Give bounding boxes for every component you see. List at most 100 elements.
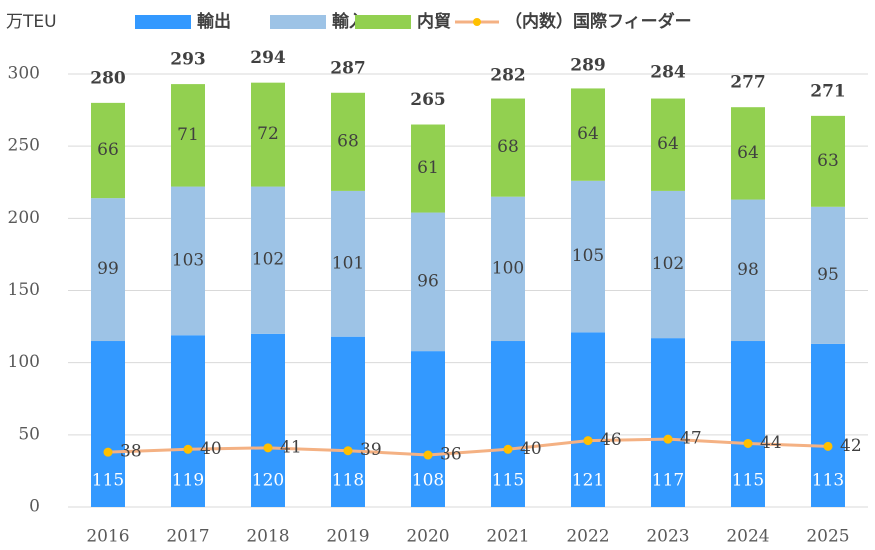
data-label: 95 — [817, 265, 839, 285]
bar-segment — [411, 351, 445, 507]
x-tick-label: 2025 — [806, 527, 849, 547]
data-label: 41 — [280, 437, 302, 457]
bar-segment — [571, 88, 605, 181]
line-marker — [743, 438, 753, 448]
data-label: 96 — [417, 271, 439, 291]
line-marker — [583, 436, 593, 446]
data-label: 64 — [737, 143, 759, 163]
data-label: 72 — [257, 124, 279, 144]
bar-segment — [651, 190, 685, 339]
line-marker — [663, 434, 673, 444]
bar-segment — [171, 186, 205, 336]
data-label: 119 — [172, 471, 204, 491]
line-marker — [503, 444, 513, 454]
line-series — [107, 437, 829, 457]
legend-swatch — [135, 15, 191, 29]
data-label: 99 — [97, 259, 119, 279]
data-label: 63 — [817, 151, 839, 171]
x-tick-label: 2023 — [646, 527, 689, 547]
total-label: 294 — [250, 48, 286, 68]
bar-segment — [811, 343, 845, 507]
x-tick-label: 2020 — [406, 527, 449, 547]
data-label: 68 — [337, 131, 359, 151]
total-label: 271 — [810, 81, 846, 101]
x-tick-label: 2018 — [246, 527, 289, 547]
total-label: 289 — [570, 55, 606, 75]
data-label: 42 — [840, 436, 862, 456]
data-label: 115 — [492, 471, 524, 491]
y-tick-label: 300 — [8, 64, 40, 84]
line-marker — [103, 447, 113, 457]
data-label: 102 — [652, 254, 684, 274]
legend-marker — [473, 18, 481, 26]
legend-label: 内貿 — [417, 11, 451, 32]
total-label: 277 — [730, 73, 766, 93]
data-label: 121 — [572, 471, 604, 491]
bar-segment — [251, 186, 285, 334]
data-label: 44 — [760, 433, 782, 453]
data-label: 98 — [737, 260, 759, 280]
bar-segment — [571, 180, 605, 333]
bar-segment — [411, 124, 445, 213]
x-tick-label: 2017 — [166, 527, 209, 547]
data-label: 101 — [332, 253, 364, 273]
data-label: 38 — [120, 442, 142, 462]
line-marker — [183, 444, 193, 454]
y-tick-label: 50 — [18, 424, 40, 444]
y-tick-label: 250 — [8, 136, 40, 156]
data-label: 36 — [440, 445, 462, 465]
bar-segment — [331, 92, 365, 191]
line-marker — [263, 443, 273, 453]
data-label: 108 — [412, 471, 444, 491]
bar-segment — [171, 84, 205, 187]
data-label: 64 — [657, 134, 679, 154]
bar-segment — [91, 341, 125, 507]
y-tick-label: 200 — [8, 208, 40, 228]
bar-segment — [331, 336, 365, 507]
line-marker — [823, 441, 833, 451]
x-tick-label: 2022 — [566, 527, 609, 547]
bar-segment — [651, 98, 685, 191]
data-label: 102 — [252, 250, 284, 270]
bar-segment — [251, 333, 285, 507]
data-label: 103 — [172, 250, 204, 270]
bar-segment — [491, 196, 525, 342]
bar-segment — [811, 206, 845, 344]
data-label: 68 — [497, 137, 519, 157]
legend-label: 輸出 — [197, 11, 231, 32]
data-label: 40 — [200, 439, 222, 459]
bar-segment — [251, 82, 285, 187]
y-tick-label: 150 — [8, 280, 40, 300]
bar-segment — [171, 335, 205, 507]
bar-segment — [811, 115, 845, 207]
bar-segment — [651, 338, 685, 507]
data-label: 39 — [360, 440, 382, 460]
line-marker — [343, 446, 353, 456]
data-label: 66 — [97, 140, 119, 160]
bar-segment — [91, 102, 125, 199]
data-label: 105 — [572, 246, 604, 266]
data-label: 40 — [520, 439, 542, 459]
total-label: 287 — [330, 58, 366, 78]
bar-segment — [491, 341, 525, 507]
data-label: 46 — [600, 430, 622, 450]
x-tick-label: 2016 — [86, 527, 129, 547]
data-label: 71 — [177, 125, 199, 145]
data-label: 61 — [417, 158, 439, 178]
x-tick-label: 2019 — [326, 527, 369, 547]
total-label: 293 — [170, 50, 206, 70]
bar-segment — [491, 98, 525, 197]
y-tick-label: 0 — [29, 497, 40, 517]
data-label: 117 — [652, 471, 684, 491]
total-label: 265 — [410, 90, 446, 110]
legend-swatch — [355, 15, 411, 29]
data-label: 115 — [92, 471, 124, 491]
total-label: 280 — [90, 68, 126, 88]
bar-segment — [91, 198, 125, 342]
y-tick-label: 100 — [8, 352, 40, 372]
x-tick-label: 2024 — [726, 527, 769, 547]
x-tick-label: 2021 — [486, 527, 529, 547]
data-label: 47 — [680, 429, 702, 449]
data-label: 113 — [812, 471, 844, 491]
